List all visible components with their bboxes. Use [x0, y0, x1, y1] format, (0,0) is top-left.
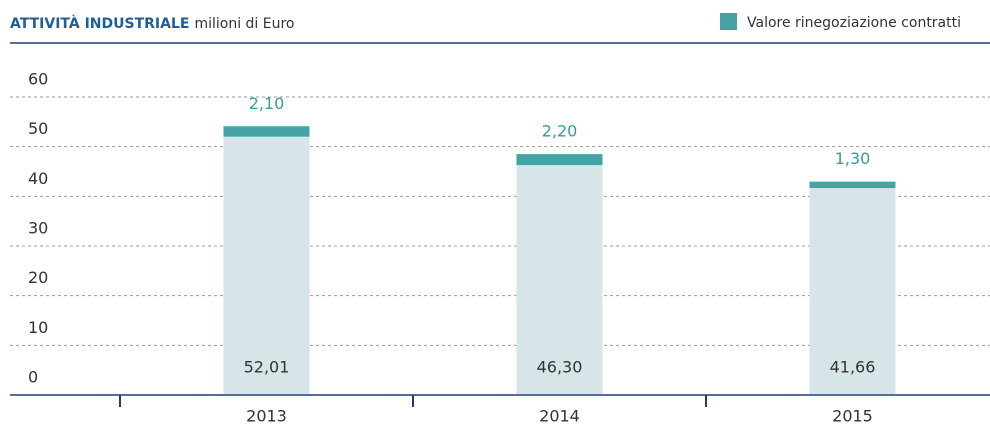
y-tick-label: 10	[28, 318, 48, 337]
legend-swatch	[720, 13, 737, 30]
y-tick-label: 0	[28, 368, 38, 387]
value-label: 1,30	[835, 149, 871, 168]
bar-segment	[223, 126, 310, 137]
y-tick-label: 50	[28, 119, 48, 138]
bar-segment	[516, 165, 603, 394]
chart-title: ATTIVITÀ INDUSTRIALE	[10, 15, 189, 32]
bar-segment	[809, 181, 896, 189]
y-tick-label: 60	[28, 70, 48, 89]
bar-segment	[516, 154, 603, 166]
bar-segment	[809, 188, 896, 394]
x-tick-label: 2013	[246, 407, 287, 426]
chart-subtitle: milioni di Euro	[194, 16, 294, 32]
legend-label: Valore rinegoziazione contratti	[747, 15, 961, 31]
y-tick-label: 40	[28, 169, 48, 188]
value-label: 2,10	[249, 94, 285, 113]
x-tick-label: 2015	[832, 407, 873, 426]
x-tick-label: 2014	[539, 407, 580, 426]
value-label: 52,01	[244, 358, 290, 377]
value-label: 41,66	[830, 358, 876, 377]
y-tick-label: 20	[28, 268, 48, 287]
y-tick-label: 30	[28, 219, 48, 238]
bar-segment	[223, 136, 310, 395]
value-label: 46,30	[537, 358, 583, 377]
value-label: 2,20	[542, 122, 578, 141]
